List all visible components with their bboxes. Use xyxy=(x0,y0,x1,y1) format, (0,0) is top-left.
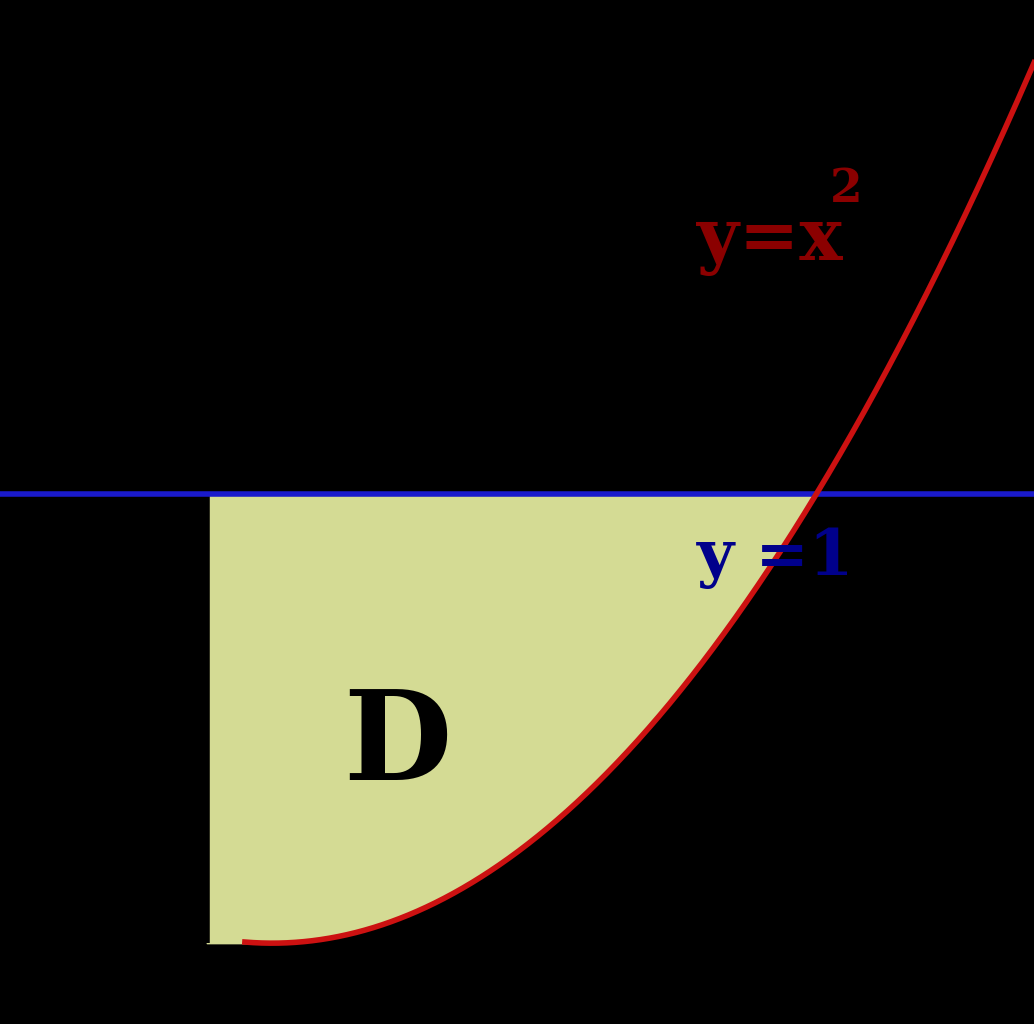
Text: y =1: y =1 xyxy=(697,527,854,589)
Text: 2: 2 xyxy=(830,166,862,212)
Text: D: D xyxy=(343,685,452,806)
Text: y=x: y=x xyxy=(697,206,842,276)
